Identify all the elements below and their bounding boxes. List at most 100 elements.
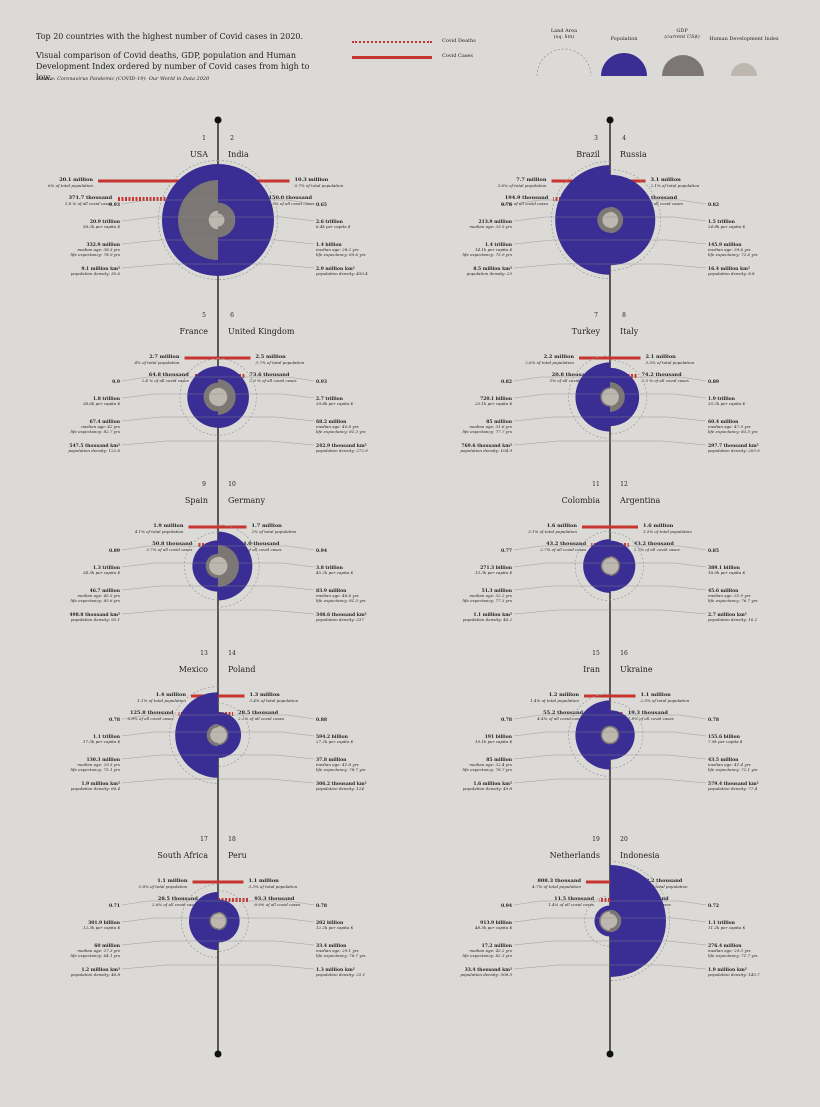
area-value-spain: 498.8 thousand km²: [69, 612, 120, 618]
leader-hdi-value-turkey: [513, 376, 610, 382]
legend-gdp-shape: [662, 55, 704, 76]
leader-population-value-germany: [218, 585, 315, 591]
leader-hdi-value-south-africa: [121, 900, 218, 906]
rank-mexico: 13: [200, 650, 208, 657]
leader-gdp-value-russia: [610, 216, 707, 222]
leader-area-value-spain: [121, 609, 218, 615]
population-value-sub-netherlands: median age: 43.2 yrs: [469, 948, 512, 953]
gdp-value-brazil: 213.9 million: [478, 219, 512, 225]
leader-hdi-value-mexico: [121, 714, 218, 720]
gdp-value-sub-poland: 27.2k per capita $: [315, 739, 353, 744]
deaths-value-spain: 50.8 thousand: [152, 541, 193, 547]
country-name-mexico: Mexico: [179, 665, 208, 674]
hdi-value-russia: 0.82: [708, 202, 719, 208]
source-note: Source: Coronavirus Pandemic (COVID-19)-…: [36, 76, 210, 82]
area-value-france: 547.5 thousand km²: [69, 443, 120, 449]
population-value-spain: 46.7 million: [90, 588, 121, 594]
population-value-sub2-spain: life expectancy: 83.6 yrs: [70, 598, 120, 603]
population-value-sub-brazil: 14.1k per capita $: [475, 247, 512, 252]
leader-hdi-value-russia: [610, 199, 707, 205]
rank-ukraine: 16: [620, 650, 628, 657]
area-value-turkey: 769.6 thousand km²: [461, 443, 512, 449]
cases-share-france: 4% of total population: [134, 360, 180, 365]
hdi-france: [209, 388, 218, 406]
deaths-share-brazil: 2.5 % of all covid cases: [500, 201, 548, 206]
deaths-share-italy: 3.5 % of all covid cases: [642, 378, 689, 383]
leader-gdp-value-ukraine: [610, 731, 707, 737]
country-name-peru: Peru: [228, 851, 247, 860]
area-value-sub-ukraine: population density: 77.4: [708, 786, 758, 791]
area-value-colombia: 1.1 million km²: [473, 612, 512, 618]
cases-share-russia: 2.1% of total population: [650, 183, 700, 188]
country-name-argentina: Argentina: [619, 496, 661, 505]
hdi-usa: [208, 210, 218, 230]
area-value-indonesia: 1.9 million km²: [708, 967, 747, 973]
cases-value-poland: 1.3 million: [250, 692, 281, 698]
deaths-share-united-kingdom: 2.9 % of all covid cases: [248, 378, 296, 383]
population-value-sub-russia: median age: 39.6 yrs: [708, 247, 751, 252]
cases-share-iran: 1.4% of total population: [530, 698, 579, 703]
hdi-mexico: [210, 727, 218, 743]
population-value-sub2-turkey: life expectancy: 77.7 yrs: [462, 429, 512, 434]
deaths-share-poland: 2.2% of all covid cases: [237, 716, 284, 721]
population-value-sub2-russia: life expectancy: 72.6 yrs: [708, 252, 758, 257]
gdp-value-sub-usa: 58.2k per capita $: [83, 224, 120, 229]
deaths-share-france: 2.4 % of all covid cases: [141, 378, 189, 383]
cases-value-argentina: 1.6 million: [643, 523, 674, 529]
cases-share-ukraine: 2.5% of total population: [640, 698, 690, 703]
right-axis-top-dot: [606, 116, 614, 124]
population-france: [187, 366, 218, 428]
cases-value-netherlands: 808.3 thousand: [537, 878, 581, 884]
leader-population-value-peru: [218, 940, 315, 946]
cases-value-usa: 20.1 million: [59, 177, 93, 183]
area-value-india: 2.9 million km²: [316, 266, 355, 272]
rank-poland: 14: [228, 650, 236, 657]
population-value-sub2-indonesia: life expectancy: 71.7 yrs: [708, 953, 758, 958]
population-india: [218, 164, 274, 276]
deaths-share-mexico: 8.8% of all covid cases: [128, 716, 174, 721]
population-value-sub2-india: life expectancy: 69.6 yrs: [316, 252, 366, 257]
leader-hdi-value-usa: [121, 199, 218, 205]
gdp-value-sub-russia: 24.8k per capita $: [707, 224, 745, 229]
land-area-netherlands: [584, 895, 611, 947]
rank-germany: 10: [228, 481, 236, 488]
population-value-sub2-france: life expectancy: 82.7 yrs: [70, 429, 120, 434]
population-value-sub-iran: median age: 32.4 yrs: [469, 762, 512, 767]
rank-peru: 18: [228, 836, 236, 843]
area-value-argentina: 2.7 million km²: [708, 612, 747, 618]
population-value-sub-poland: median age: 41.8 yrs: [316, 762, 359, 767]
population-value-sub-spain: median age: 45.5 yrs: [77, 593, 120, 598]
area-value-sub-argentina: population density: 16.2: [708, 617, 758, 622]
population-value-ukraine: 43.5 million: [708, 757, 739, 763]
rank-italy: 8: [622, 312, 626, 319]
leader-hdi-value-united-kingdom: [218, 376, 315, 382]
land-area-usa: [158, 160, 219, 280]
gdp-value-russia: 1.5 trillion: [708, 219, 736, 225]
deaths-value-usa: 371.7 thousand: [69, 195, 113, 201]
hdi-turkey: [601, 388, 610, 406]
area-value-italy: 297.7 thousand km²: [708, 443, 759, 449]
leader-gdp-value-france: [121, 393, 218, 399]
population-ukraine: [610, 710, 635, 760]
deaths-share-india: 1.5% of all covid cases: [269, 201, 315, 206]
population-value-sub2-italy: life expectancy: 83.5 yrs: [708, 429, 758, 434]
population-value-sub2-peru: life expectancy: 76.7 yrs: [316, 953, 366, 958]
population-russia: [610, 174, 656, 266]
deaths-share-argentina: 2.7% of all covid cases: [633, 547, 680, 552]
leader-gdp-value-peru: [218, 917, 315, 923]
cases-value-germany: 1.7 million: [252, 523, 283, 529]
leader-area-value-indonesia: [610, 964, 707, 970]
leader-population-value-france: [121, 416, 218, 422]
deaths-value-russia: 56.2 thousand: [637, 195, 678, 201]
leader-hdi-value-colombia: [513, 545, 610, 551]
area-value-sub-germany: population density: 237: [316, 617, 364, 622]
area-value-sub-peru: population density: 25.1: [316, 972, 365, 977]
deaths-value-united-kingdom: 73.6 thousand: [249, 372, 290, 378]
hdi-netherlands: [600, 911, 610, 931]
land-area-germany: [217, 524, 260, 608]
leader-gdp-value-usa: [121, 216, 218, 222]
leader-hdi-value-brazil: [513, 199, 610, 205]
hdi-iran: [602, 727, 610, 743]
hdi-value-colombia: 0.77: [501, 548, 512, 554]
rank-usa: 1: [202, 135, 206, 142]
